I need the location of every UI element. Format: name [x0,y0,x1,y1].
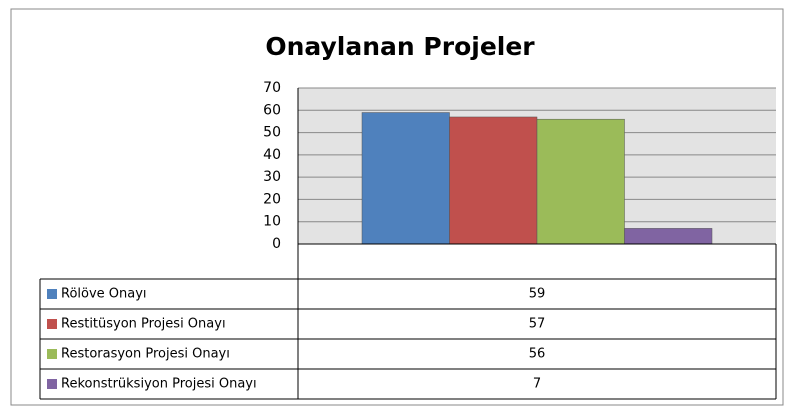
y-tick-label: 70 [263,80,281,96]
bar [624,228,713,245]
legend-label: Restitüsyon Projesi Onayı [61,317,226,332]
chart-title: Onaylanan Projeler [265,32,535,61]
y-tick-label: 30 [263,169,281,185]
legend-key [47,289,57,299]
bar [536,118,625,245]
legend-label: Rekonstrüksiyon Projesi Onayı [61,377,257,392]
table-value: 7 [533,377,541,392]
bar [361,112,450,245]
table-value: 59 [529,287,546,302]
y-tick-label: 60 [263,102,281,118]
table-value: 56 [529,347,546,362]
legend-key [47,319,57,329]
y-tick-label: 10 [263,214,281,230]
legend-key [47,379,57,389]
legend-label: Rölöve Onayı [61,287,147,302]
y-tick-label: 20 [263,191,281,207]
table-value: 57 [529,317,546,332]
bar [449,116,538,245]
legend-label: Restorasyon Projesi Onayı [61,347,230,362]
legend-key [47,349,57,359]
y-tick-label: 50 [263,125,281,141]
y-tick-label: 0 [272,236,281,252]
y-tick-label: 40 [263,147,281,163]
